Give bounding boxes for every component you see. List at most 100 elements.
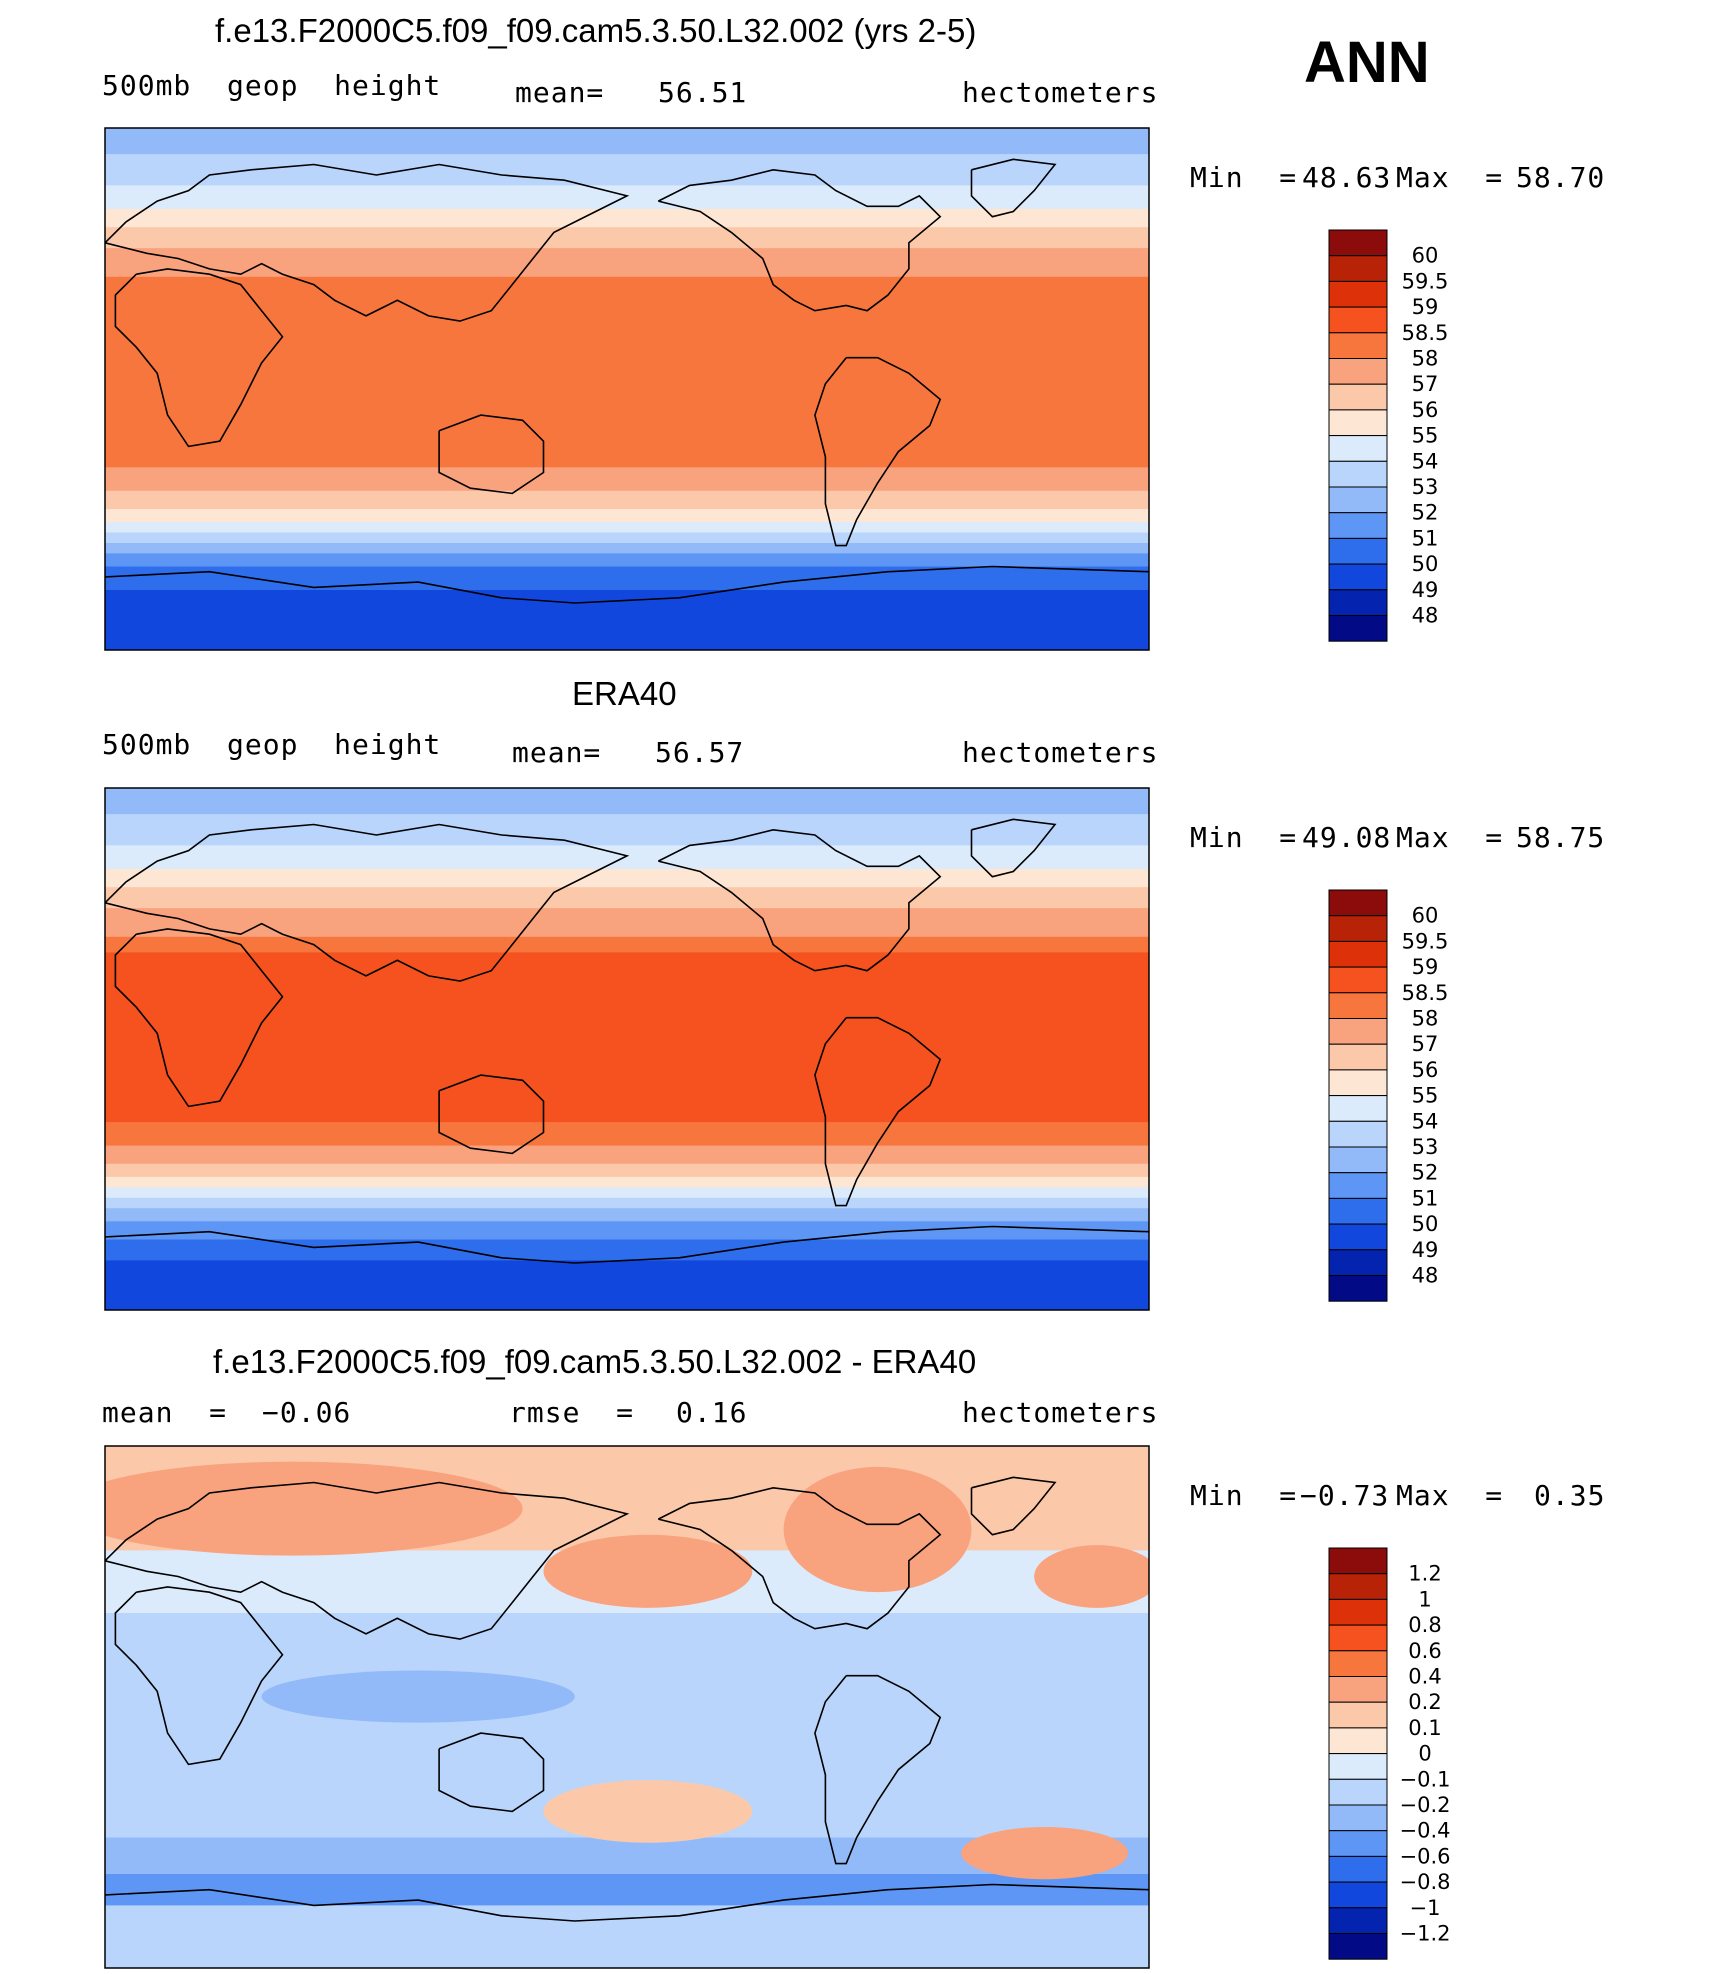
coastline-greenland	[970, 1476, 1057, 1536]
contour-band	[105, 1208, 1149, 1222]
coastline-antarctica	[104, 565, 1150, 604]
colorbar-label: −0.8	[1400, 1870, 1451, 1894]
colorbar-swatch	[1328, 1933, 1388, 1960]
contour-band	[105, 490, 1149, 510]
contour-band	[105, 1163, 1149, 1178]
panel2-min-value: 49.08	[1302, 821, 1392, 854]
colorbar-swatch	[1328, 615, 1388, 642]
contour-band	[105, 1197, 1149, 1209]
coastline-northAmerica	[657, 168, 942, 312]
coastline-eurasia	[104, 823, 630, 982]
coastline-antarctica	[104, 1225, 1150, 1264]
coastline-southAmerica	[814, 1016, 942, 1207]
contour-band	[105, 814, 1149, 846]
colorbar-label: 60	[1412, 244, 1439, 268]
colorbar-swatch	[1328, 435, 1388, 462]
colorbar-label: 55	[1412, 424, 1439, 448]
panel3-max-label: Max =	[1396, 1479, 1504, 1512]
contour-band	[105, 208, 1149, 228]
contour-band	[105, 788, 1149, 815]
contour-band	[105, 522, 1149, 534]
contour-band	[105, 590, 1149, 650]
colorbar-label: 53	[1412, 1135, 1439, 1159]
colorbar-label: 0.1	[1408, 1716, 1441, 1740]
anomaly-region	[1034, 1545, 1149, 1608]
panel1-mean-label: mean=	[515, 76, 605, 109]
colorbar-swatch	[1328, 1855, 1388, 1883]
panel2-title: ERA40	[572, 675, 677, 712]
colorbar-label: −1	[1410, 1896, 1441, 1920]
colorbar-label: 0.2	[1408, 1690, 1441, 1714]
season-label: ANN	[1304, 30, 1430, 95]
panel1-mean-value: 56.51	[658, 76, 748, 109]
coastlines	[104, 1476, 1150, 1922]
colorbar-label: 48	[1412, 1264, 1439, 1288]
contour-band	[105, 1260, 1149, 1310]
colorbar-swatch	[1328, 1249, 1388, 1277]
colorbar-swatch	[1328, 280, 1388, 308]
colorbar-label: 54	[1412, 1109, 1439, 1133]
colorbar-swatch	[1328, 940, 1388, 968]
colorbar-label: 0.6	[1408, 1639, 1441, 1663]
contour-band	[105, 1122, 1149, 1147]
colorbar-label: 58.5	[1402, 981, 1449, 1005]
anomaly-region	[261, 1670, 575, 1723]
colorbar-swatch	[1328, 915, 1388, 942]
colorbar-label: 0.4	[1408, 1665, 1441, 1689]
anomaly-region	[543, 1534, 753, 1608]
panel2-variable: 500mb geop height	[102, 728, 442, 761]
coastline-australia	[438, 414, 545, 495]
colorbar-swatch	[1328, 1146, 1388, 1174]
colorbar-label: 59.5	[1402, 269, 1449, 293]
colorbar-swatch	[1328, 1172, 1388, 1199]
colorbar-swatch	[1328, 1573, 1388, 1600]
map-frame	[104, 127, 1150, 651]
coastline-eurasia	[104, 1481, 630, 1640]
colorbar-swatch	[1328, 1830, 1388, 1857]
colorbar-swatch	[1328, 229, 1388, 257]
coastlines	[104, 158, 1150, 604]
colorbar-swatch	[1328, 383, 1388, 411]
colorbar-swatch	[1328, 409, 1388, 437]
colorbar-label: 1.2	[1408, 1562, 1441, 1586]
colorbar-swatch	[1328, 1778, 1388, 1806]
colorbar-label: 59	[1412, 955, 1439, 979]
colorbar-label: 0.8	[1408, 1613, 1441, 1637]
colorbar-label: 51	[1412, 526, 1439, 550]
panel1-variable: 500mb geop height	[102, 69, 442, 102]
colorbar-swatch	[1328, 306, 1388, 334]
contour-band	[105, 185, 1149, 210]
contour-band	[105, 1905, 1149, 1968]
contour-band	[105, 1176, 1149, 1188]
coastline-africa	[114, 928, 284, 1108]
anomaly-region	[543, 1780, 753, 1843]
panel3-rmse-label: rmse =	[509, 1396, 635, 1429]
anomaly-region	[783, 1466, 972, 1593]
colorbar-swatch	[1328, 358, 1388, 385]
coastline-greenland	[970, 158, 1057, 218]
panel3-min-value: −0.73	[1300, 1479, 1390, 1512]
panel1-max-value: 58.70	[1516, 161, 1606, 194]
panel3-units: hectometers	[962, 1396, 1159, 1429]
colorbar-label: 49	[1412, 1238, 1439, 1262]
colorbar-swatch	[1328, 1223, 1388, 1251]
colorbar-label: 56	[1412, 398, 1439, 422]
colorbar-label: 55	[1412, 1084, 1439, 1108]
colorbar-label: 58	[1412, 1007, 1439, 1031]
colorbar-label: 53	[1412, 475, 1439, 499]
colorbar-label: 52	[1412, 1161, 1439, 1185]
map-frame	[104, 1445, 1150, 1969]
contour-band	[105, 553, 1149, 568]
contour-band	[105, 845, 1149, 870]
contour-band	[105, 887, 1149, 909]
colorbar-label: 59	[1412, 295, 1439, 319]
colorbar-label: −0.1	[1400, 1767, 1451, 1791]
coastline-africa	[114, 268, 284, 448]
panel1-units: hectometers	[962, 76, 1159, 109]
coastline-africa	[114, 1586, 284, 1766]
contour-band	[105, 227, 1149, 249]
coastline-southAmerica	[814, 356, 942, 547]
contour-band	[105, 543, 1149, 554]
panel1-title: f.e13.F2000C5.f09_f09.cam5.3.50.L32.002 …	[215, 12, 977, 49]
